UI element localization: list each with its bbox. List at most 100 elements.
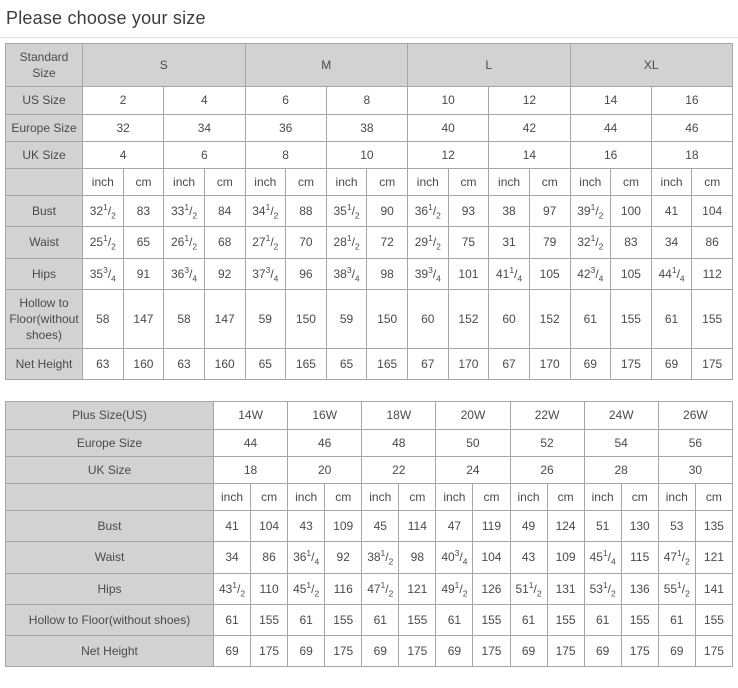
row-label: Europe Size [5,113,83,142]
unit-header-cm: cm [285,167,327,197]
measurement-cm-cell: 141 [694,572,734,605]
measurement-inch-cell: 59 [325,288,368,350]
measurement-cm-cell: 70 [285,226,327,259]
size-tables-container: Standard Size S M L XL US Size 2 4 6 8 10 12 14 16 Eur… [0,42,738,668]
fraction-denominator: 4 [611,556,616,567]
measurement-inch-cell: 60 [407,288,449,350]
unit-header-cm: cm [447,167,490,197]
measurement-cm-cell: 131 [546,572,585,605]
fraction-numerator: 3 [103,264,108,275]
measurement-inch-cell: 58 [82,288,124,350]
size-value-cell: 22W [509,401,585,430]
size-value-cell: 4 [163,86,246,115]
unit-header-inch: inch [650,167,693,197]
row-label: Waist [5,226,83,259]
size-value-cell: 50 [435,428,511,457]
measurement-cm-cell: 121 [398,572,437,605]
measurement-inch-cell: 331/2 [163,195,205,228]
measurement-inch-cell: 41 [212,510,252,543]
fraction-denominator: 2 [462,587,468,598]
measurement-inch-cell: 551/2 [657,572,696,605]
unit-header-cm: cm [472,482,511,512]
unit-header-inch: inch [325,167,368,197]
measurement-inch-cell: 69 [583,634,622,668]
size-value-cell: 10 [406,86,490,115]
size-value-cell: 56 [657,428,734,457]
measurement-cm-cell: 165 [285,348,327,381]
measurement-cm-cell: 126 [472,572,511,605]
size-value-cell: 6 [244,86,327,115]
unit-header-inch: inch [657,482,696,512]
measurement-cm-cell: 110 [250,572,289,605]
measurement-cm-cell: 68 [203,226,246,259]
measurement-cm-cell: 105 [610,257,652,290]
measurement-cm-cell: 155 [324,603,363,636]
size-row: UK Size 18 20 22 24 26 28 30 [5,455,734,485]
measurement-cm-cell: 130 [620,510,659,543]
unit-row-corner [5,167,83,197]
measurement-row: Bust 41 104 43 109 45 114 47 119 49 124 51 130 53 135 [5,510,734,543]
measurement-row: Hollow to Floor(without shoes) 58 147 58 147… [5,288,733,350]
measurement-row: Bust 321/2 83 331/2 84 341/2 88 351/2 90 361/2 93 3… [5,195,733,228]
measurement-inch-cell: 67 [407,348,449,381]
size-group-header: S [82,42,246,88]
measurement-cm-cell: 79 [528,226,571,259]
unit-row: inch cm inch cm inch cm inch cm inch cm inch cm inch… [5,167,733,197]
measurement-cm-cell: 155 [546,603,585,636]
measurement-cm-cell: 90 [366,195,408,228]
measurement-cm-cell: 136 [620,572,659,605]
measurement-cm-cell: 65 [122,226,165,259]
size-group-header: XL [569,42,733,88]
measurement-inch-cell: 49 [509,510,548,543]
measurement-cm-cell: 119 [472,510,511,543]
fraction-denominator: 2 [598,210,604,221]
measurement-cm-cell: 150 [366,288,408,350]
fraction-numerator: 1 [265,202,271,213]
measurement-inch-cell: 383/4 [325,257,368,290]
size-value-cell: 24W [583,401,659,430]
measurement-inch-cell: 69 [650,348,693,381]
fraction-numerator: 1 [454,579,460,590]
fraction-numerator: 1 [184,233,190,244]
fraction-denominator: 2 [611,587,616,598]
fraction-denominator: 2 [354,241,360,252]
fraction-numerator: 3 [590,264,596,275]
measurement-inch-cell: 471/2 [361,572,400,605]
measurement-inch-cell: 321/2 [82,195,124,228]
measurement-inch-cell: 34 [650,226,693,259]
measurement-cm-cell: 83 [122,195,165,228]
fraction-numerator: 1 [590,202,596,213]
measurement-cm-cell: 91 [122,257,165,290]
size-value-cell: 6 [163,140,246,169]
fraction-denominator: 4 [354,272,360,283]
measurement-inch-cell: 58 [163,288,205,350]
size-group-row: Standard Size S M L XL [5,42,733,88]
measurement-cm-cell: 121 [694,541,734,574]
unit-header-inch: inch [583,482,622,512]
measurement-inch-cell: 251/2 [82,226,124,259]
size-value-cell: 32 [81,113,165,142]
fraction-numerator: 1 [306,579,312,590]
size-row: Plus Size(US) 14W 16W 18W 20W 22W 24W 26W [5,401,734,430]
fraction-denominator: 4 [679,272,685,283]
measurement-inch-cell: 281/2 [325,226,368,259]
measurement-cm-cell: 175 [546,634,585,668]
measurement-cm-cell: 175 [398,634,437,668]
unit-header-inch: inch [488,167,530,197]
fraction-numerator: 1 [590,233,596,244]
size-value-cell: 46 [287,428,363,457]
measurement-cm-cell: 92 [324,541,363,574]
row-label: Europe Size [5,428,214,457]
measurement-inch-cell: 471/2 [657,541,696,574]
unit-header-inch: inch [407,167,449,197]
size-value-cell: 34 [163,113,246,142]
fraction-numerator: 1 [380,548,386,559]
unit-header-inch: inch [244,167,287,197]
fraction-numerator: 1 [509,264,515,275]
measurement-cm-cell: 155 [398,603,437,636]
measurement-inch-cell: 61 [583,603,622,636]
row-label: Hollow to Floor(without shoes) [5,603,214,636]
measurement-inch-cell: 61 [361,603,400,636]
measurement-inch-cell: 69 [569,348,612,381]
measurement-inch-cell: 41 [650,195,693,228]
